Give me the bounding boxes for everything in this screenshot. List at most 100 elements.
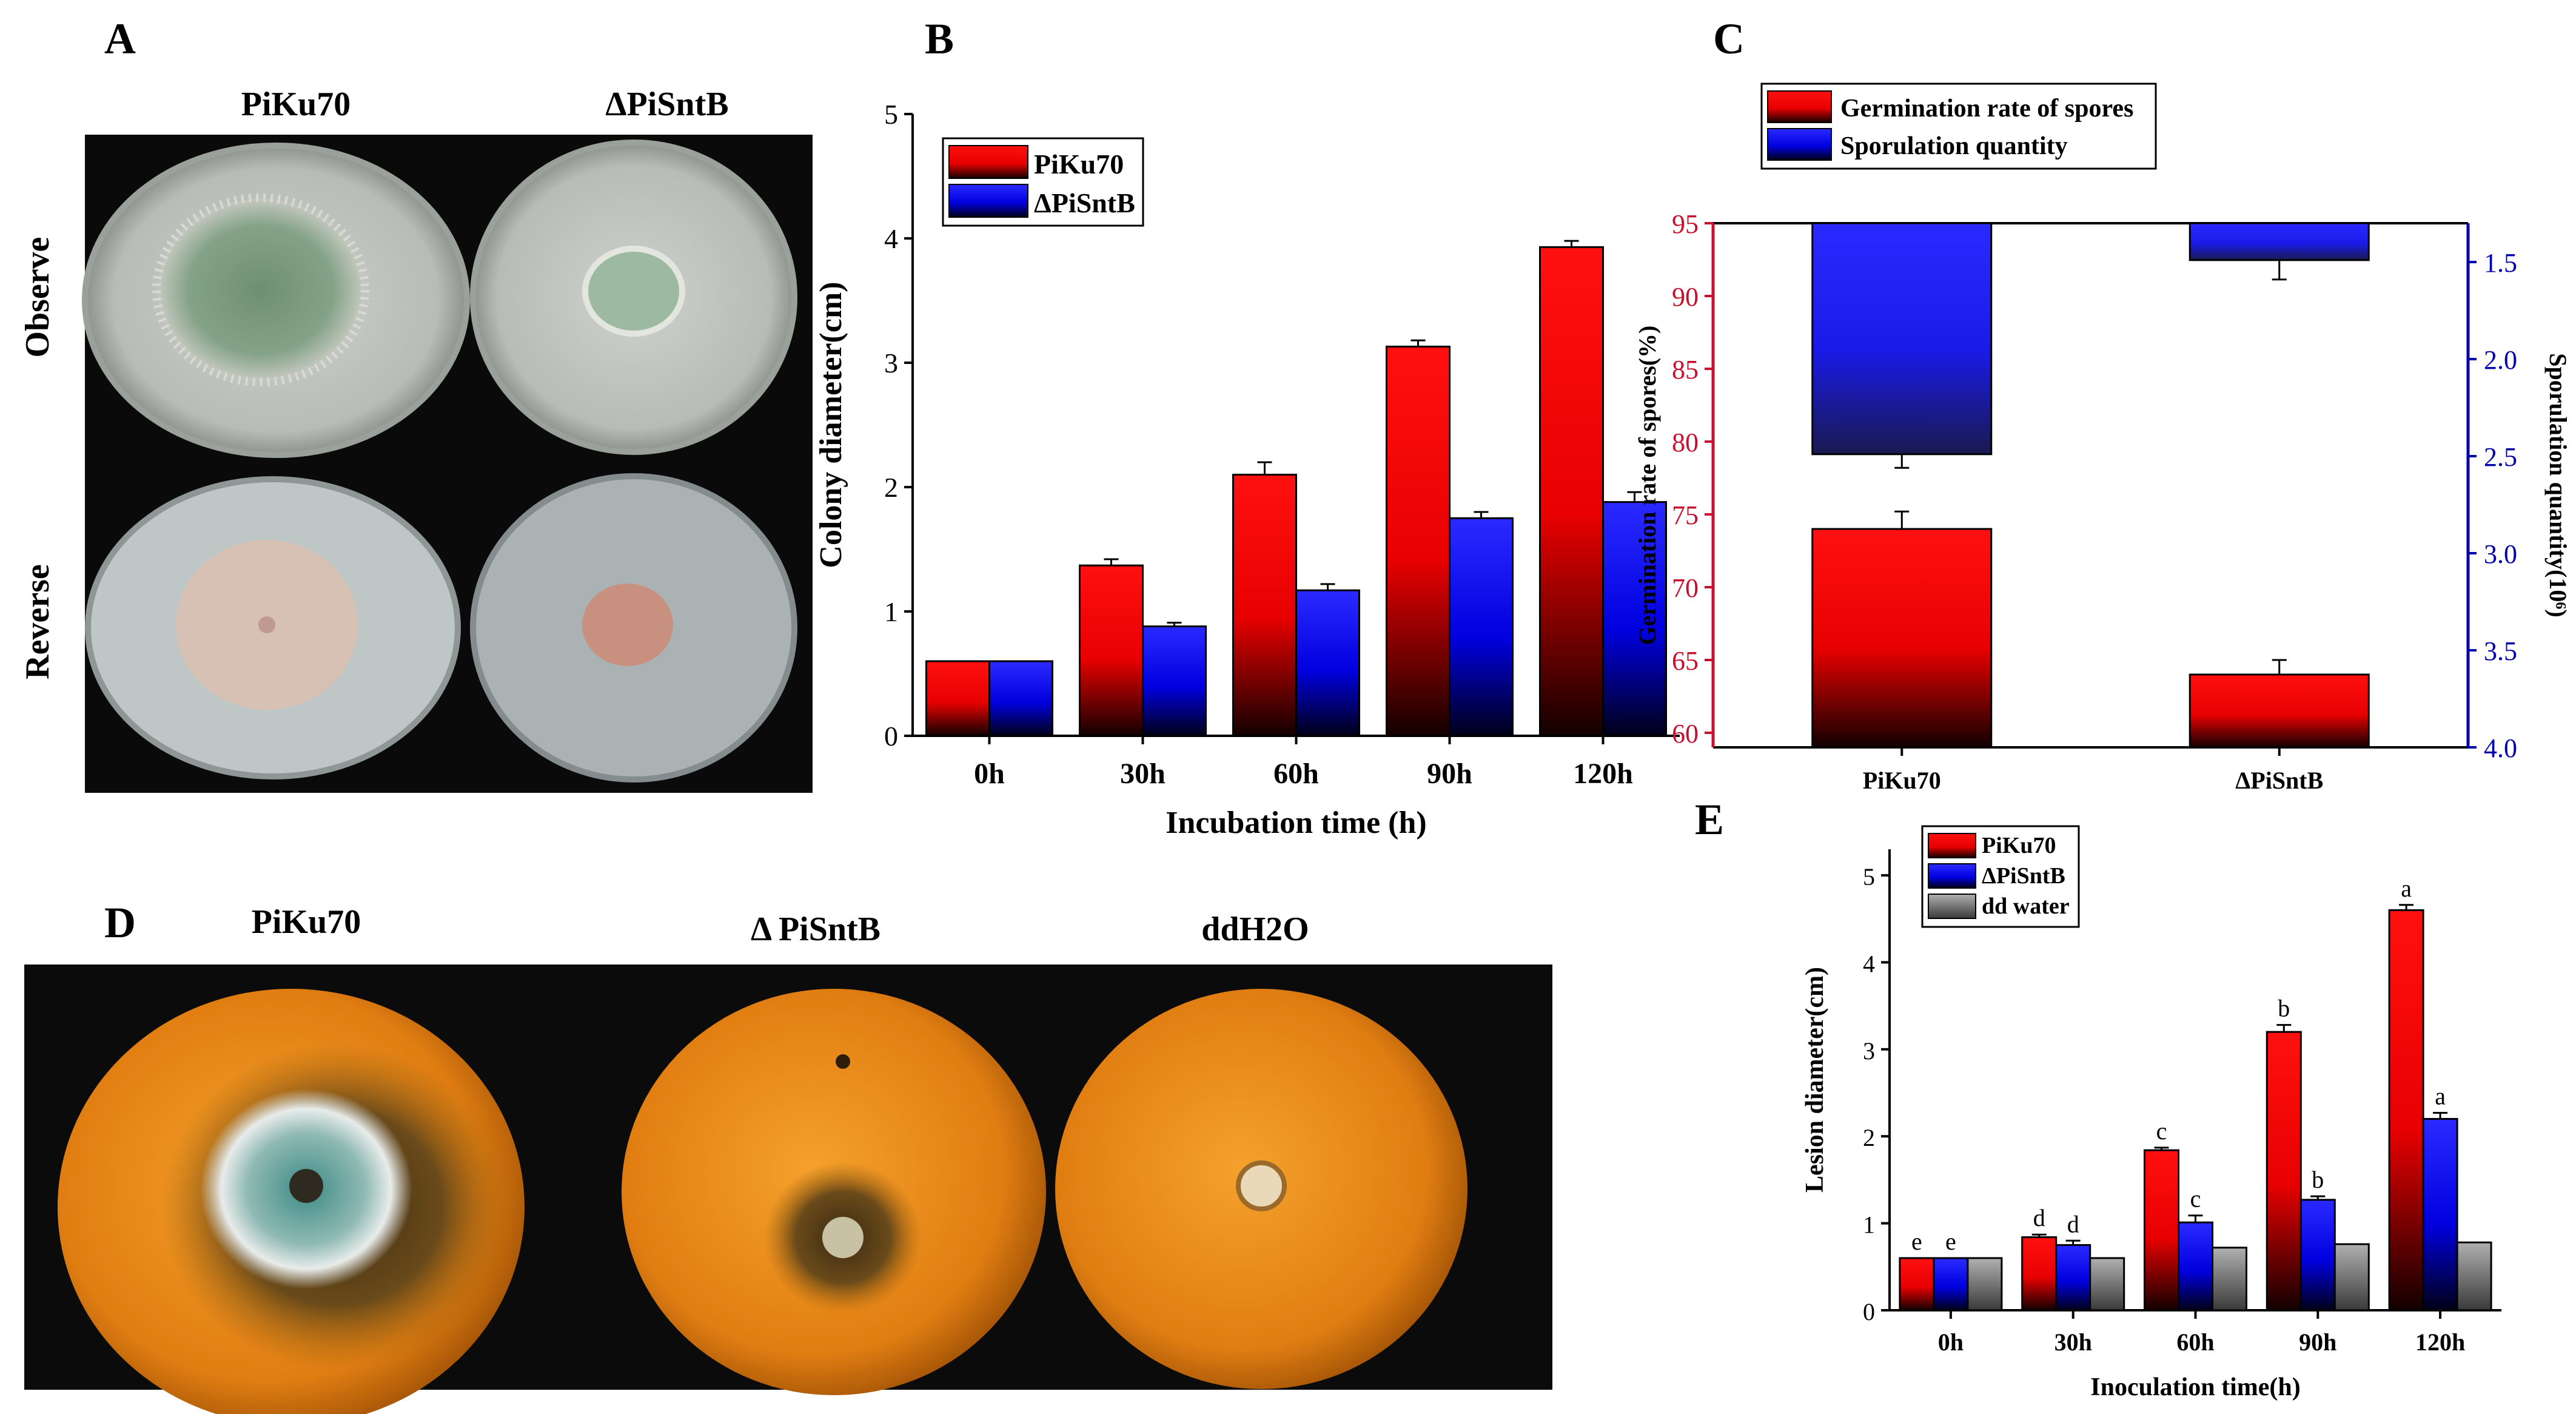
- panel-d-col-label-piku70: PiKu70: [252, 903, 361, 941]
- bar-blue: [1142, 625, 1207, 737]
- panel-a-row-label-reverse: Reverse: [19, 564, 56, 679]
- y-tick-label: 0: [1863, 1298, 1875, 1325]
- x-tick-label: 30h: [1120, 758, 1166, 790]
- bar-blue: [2178, 1221, 2213, 1311]
- left-y-tick-label: 70: [1672, 573, 1699, 603]
- chart-c: 60 65 70 75 80 85 90 95 1.5 2.0 2.5 3.0 3.5 4.0 PiKu70…: [1634, 82, 2572, 794]
- bar-red: [2144, 1149, 2179, 1311]
- panel-a-col-label-piku70: PiKu70: [241, 86, 351, 123]
- panel-letter-d: D: [104, 898, 136, 947]
- x-axis-label: Incubation time (h): [1166, 806, 1426, 840]
- x-tick-label: 0h: [974, 758, 1005, 790]
- bar-red: [2189, 673, 2370, 749]
- significance-letter: b: [2312, 1166, 2324, 1193]
- legend-swatch-red: [948, 145, 1028, 179]
- bar-gray: [1967, 1257, 2003, 1311]
- bar-red: [1539, 246, 1604, 737]
- y-axis-label: Colony diameter(cm): [814, 281, 848, 568]
- x-tick-label: 120h: [1573, 758, 1633, 790]
- y-tick-label: 4: [884, 223, 898, 254]
- y-axis-label: Lesion diameter(cm): [1801, 967, 1829, 1193]
- legend-label: dd water: [1982, 894, 2070, 919]
- y-tick-label: 2: [1863, 1124, 1875, 1151]
- right-y-tick-label: 4.0: [2484, 733, 2517, 763]
- bar-red: [1232, 474, 1297, 737]
- legend-label: ΔPiSntB: [1034, 187, 1135, 218]
- bar-red: [2021, 1236, 2058, 1311]
- x-tick-label: 30h: [2054, 1328, 2092, 1356]
- significance-letter: a: [2435, 1082, 2446, 1109]
- y-tick-label: 5: [884, 99, 898, 130]
- panel-letter-e: E: [1695, 795, 1724, 844]
- significance-letter: d: [2033, 1204, 2045, 1231]
- bar-blue: [2055, 1244, 2091, 1311]
- bar-red: [1811, 528, 1993, 749]
- bar-red: [1899, 1257, 1935, 1311]
- bar-blue: [1602, 501, 1667, 737]
- legend-swatch-blue: [948, 184, 1028, 218]
- legend-label: Sporulation quantity: [1840, 132, 2068, 160]
- right-y-tick-label: 3.5: [2484, 636, 2517, 666]
- bar-gray: [2212, 1247, 2247, 1311]
- y-tick-label: 0: [884, 721, 898, 752]
- legend-swatch-red: [1767, 90, 1832, 123]
- panel-letter-b: B: [925, 15, 954, 63]
- left-y-tick-label: 80: [1672, 428, 1699, 457]
- bar-red: [925, 660, 990, 737]
- left-y-tick-label: 85: [1672, 355, 1699, 385]
- bar-red: [1079, 564, 1144, 737]
- right-y-axis-label: Sporulation quantity(10⁶): [2544, 353, 2572, 617]
- x-tick-label: 90h: [1427, 758, 1472, 790]
- significance-letter: c: [2156, 1117, 2167, 1145]
- bar-gray: [2333, 1243, 2370, 1311]
- legend-swatch-blue: [1928, 863, 1976, 889]
- bar-blue: [2422, 1118, 2458, 1311]
- legend-swatch-gray: [1928, 894, 1976, 919]
- left-y-axis-label: Germination rate of spores(%): [1634, 326, 1661, 645]
- significance-letter: e: [1945, 1228, 1956, 1255]
- right-y-tick-label: 2.5: [2484, 442, 2517, 472]
- left-y-tick-label: 60: [1672, 719, 1699, 749]
- y-tick-label: 3: [884, 348, 898, 379]
- x-tick-label: 0h: [1938, 1328, 1964, 1356]
- significance-letter: b: [2278, 995, 2290, 1022]
- legend-label: PiKu70: [1982, 833, 2056, 858]
- x-tick-label: PiKu70: [1863, 767, 1941, 794]
- left-y-tick-label: 65: [1672, 646, 1699, 676]
- legend-swatch-red: [1928, 833, 1976, 858]
- bar-red: [2266, 1031, 2302, 1311]
- x-tick-label: 60h: [1273, 758, 1319, 790]
- y-tick-label: 3: [1863, 1037, 1875, 1065]
- significance-letter: e: [1911, 1228, 1922, 1255]
- legend-label: Germination rate of spores: [1840, 95, 2133, 123]
- bar-blue: [2189, 222, 2370, 261]
- right-y-tick-label: 3.0: [2484, 539, 2517, 569]
- right-y-tick-label: 2.0: [2484, 345, 2517, 375]
- x-tick-label: 90h: [2299, 1328, 2336, 1356]
- bar-blue: [1811, 222, 1993, 456]
- panel-letter-a: A: [104, 15, 136, 63]
- panel-a-row-label-observe: Observe: [19, 237, 56, 357]
- bar-gray: [2089, 1257, 2125, 1311]
- significance-letter: d: [2067, 1210, 2079, 1237]
- legend-swatch-blue: [1767, 128, 1832, 161]
- bar-blue: [1933, 1257, 1969, 1311]
- panel-d-photo: [24, 965, 1552, 1414]
- y-tick-label: 1: [1863, 1211, 1875, 1239]
- bar-blue: [1449, 517, 1514, 737]
- chart-b: 0 1 2 3 4 5 0h 30h 60h 90h 120h Incubation time (h)…: [814, 99, 1680, 840]
- x-tick-label: ΔPiSntB: [2235, 767, 2323, 794]
- panel-a-photo: [82, 135, 813, 793]
- significance-letter: a: [2401, 875, 2412, 902]
- bar-red: [2388, 909, 2424, 1311]
- right-y-tick-label: 1.5: [2484, 248, 2517, 278]
- y-tick-label: 4: [1863, 950, 1875, 977]
- panel-d-col-label-mutant: Δ PiSntB: [751, 911, 880, 948]
- legend-label: PiKu70: [1034, 149, 1124, 180]
- bar-gray: [2456, 1241, 2492, 1311]
- bar-blue: [1295, 589, 1360, 737]
- panel-a-col-label-mutant: ΔPiSntB: [605, 86, 728, 123]
- panel-d-col-label-ddh2o: ddH2O: [1201, 911, 1309, 948]
- left-y-tick-label: 90: [1672, 282, 1699, 312]
